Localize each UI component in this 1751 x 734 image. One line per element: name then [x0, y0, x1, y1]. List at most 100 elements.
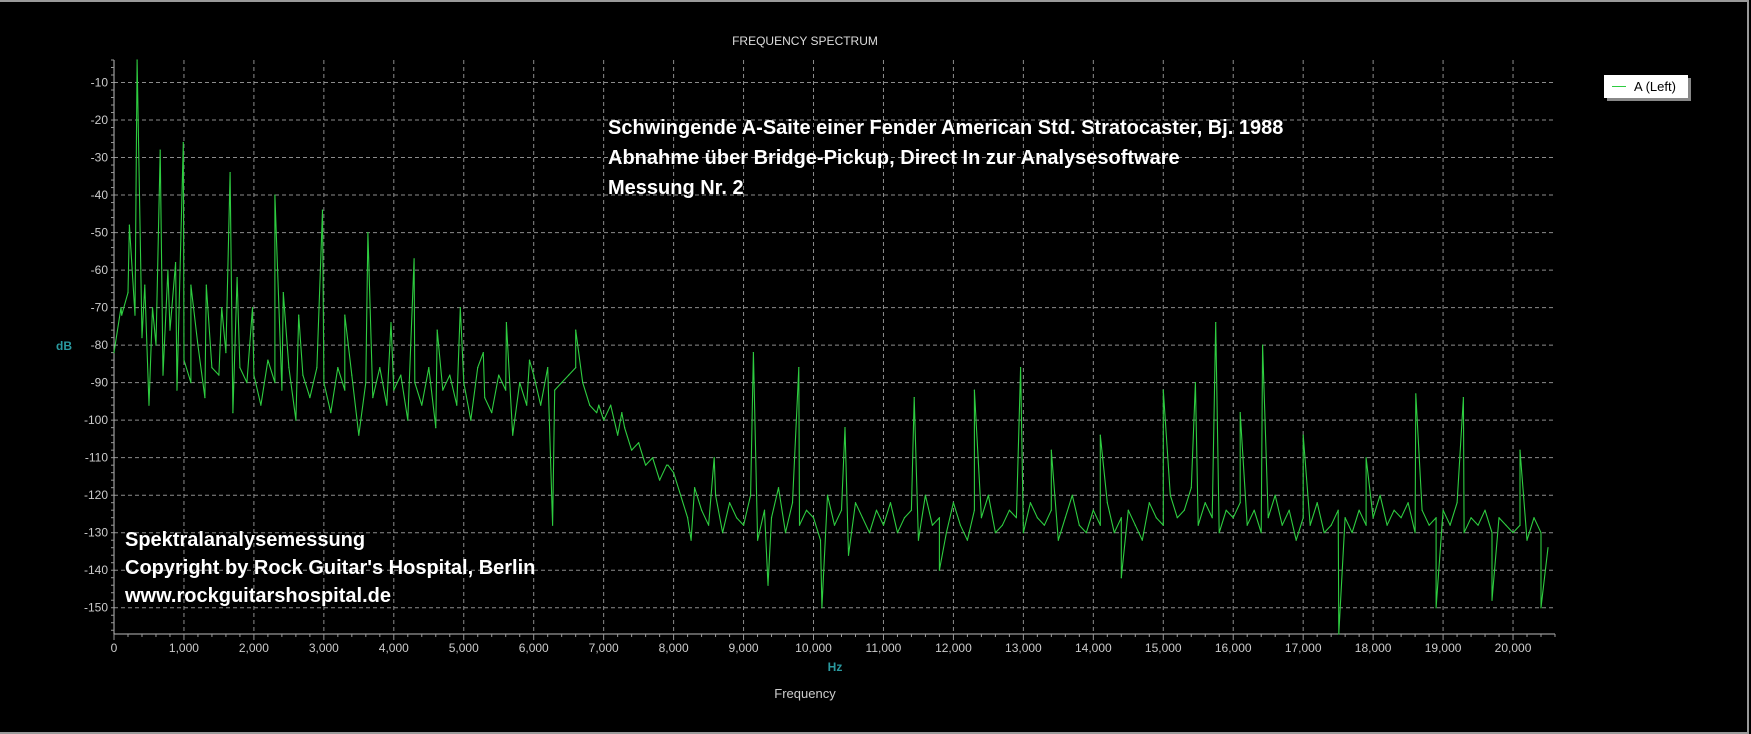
data-point [791, 502, 794, 504]
y-tick-label: -60 [91, 263, 109, 277]
data-point [1267, 517, 1269, 519]
data-point [1106, 502, 1108, 504]
data-point [1148, 502, 1150, 504]
data-point [456, 404, 458, 406]
data-point [575, 367, 577, 369]
data-point [470, 419, 472, 421]
x-tick-label: 1,000 [169, 641, 199, 655]
x-axis-title: Frequency [774, 686, 836, 701]
data-point [246, 382, 248, 384]
x-tick-label: 10,000 [795, 641, 832, 655]
data-point [120, 307, 122, 309]
data-point [1253, 509, 1255, 511]
data-point [861, 517, 864, 519]
data-point [690, 539, 692, 541]
legend-swatch [1612, 86, 1626, 87]
data-point [735, 517, 738, 519]
data-point [784, 532, 787, 534]
data-point [938, 517, 941, 519]
data-point [351, 374, 353, 376]
data-point [1099, 524, 1101, 526]
data-point [1015, 517, 1017, 519]
data-point [680, 494, 682, 496]
data-point [414, 382, 416, 384]
data-point [631, 449, 633, 451]
data-point [667, 464, 669, 466]
data-point [547, 367, 549, 369]
x-tick-label: 16,000 [1215, 641, 1252, 655]
data-point [1386, 524, 1388, 526]
x-tick-label: 19,000 [1425, 641, 1462, 655]
data-point [819, 539, 822, 541]
data-point [652, 457, 654, 459]
data-point [236, 276, 238, 279]
data-point [1491, 599, 1493, 601]
data-point [1462, 397, 1464, 399]
data-point [1120, 517, 1122, 519]
data-point [1194, 382, 1197, 384]
data-point [1512, 532, 1514, 534]
annotation-line: Abnahme über Bridge-Pickup, Direct In zu… [608, 147, 1180, 169]
data-point [365, 382, 367, 384]
data-point [491, 412, 493, 414]
data-point [598, 404, 600, 406]
data-point [568, 374, 570, 376]
data-point [477, 367, 479, 369]
legend-label: A (Left) [1634, 79, 1676, 94]
data-point [756, 539, 759, 541]
data-point [218, 374, 220, 376]
x-tick-label: 4,000 [379, 641, 409, 655]
data-point [127, 292, 129, 294]
data-point [924, 494, 927, 496]
data-point [1519, 524, 1521, 526]
data-point [253, 374, 255, 376]
data-point [844, 427, 846, 429]
data-point [379, 367, 381, 369]
data-point [1029, 502, 1031, 504]
data-point [687, 517, 689, 519]
data-point [1442, 509, 1444, 511]
data-point [700, 509, 703, 511]
data-point [190, 382, 192, 384]
data-point [442, 389, 444, 391]
data-point [169, 329, 171, 331]
data-point [610, 404, 612, 406]
data-point [1477, 524, 1479, 526]
data-point [917, 539, 920, 541]
data-point [136, 59, 138, 61]
data-point [1092, 509, 1094, 511]
data-point [197, 344, 199, 346]
data-point [1260, 532, 1262, 534]
data-point [1197, 524, 1199, 526]
data-point [435, 427, 437, 429]
data-point [484, 397, 486, 399]
data-point [229, 171, 231, 174]
data-point [367, 231, 369, 234]
chart-title: FREQUENCY SPECTRUM [732, 34, 878, 48]
data-point [910, 509, 913, 511]
data-point [162, 374, 164, 376]
x-tick-label: 18,000 [1355, 641, 1392, 655]
data-point [183, 359, 185, 361]
y-tick-label: -40 [91, 188, 109, 202]
x-tick-label: 20,000 [1495, 641, 1532, 655]
data-point [994, 532, 996, 534]
data-point [519, 382, 521, 384]
data-point [413, 258, 415, 260]
data-point [728, 502, 731, 504]
data-point [239, 367, 241, 369]
data-point [1288, 509, 1290, 511]
data-point [1043, 524, 1045, 526]
data-point [1449, 524, 1451, 526]
data-point [812, 517, 815, 519]
x-tick-label: 2,000 [239, 641, 269, 655]
data-point [1295, 539, 1297, 541]
data-point [1519, 449, 1521, 451]
data-point [624, 427, 626, 429]
data-point [1372, 517, 1374, 519]
data-point [1309, 524, 1311, 526]
data-point [1274, 494, 1276, 496]
data-point [1183, 509, 1185, 511]
